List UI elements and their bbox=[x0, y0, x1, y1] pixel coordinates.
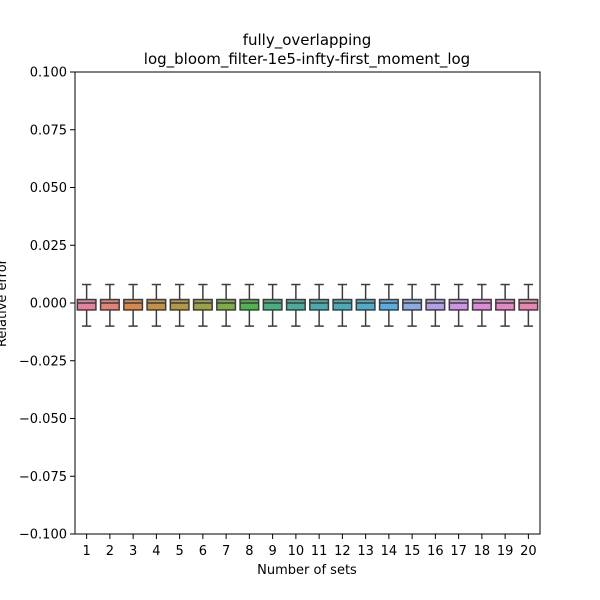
box-iqr bbox=[309, 298, 330, 311]
box-iqr bbox=[285, 298, 306, 311]
y-tick-label: 0.100 bbox=[30, 66, 67, 81]
box-iqr bbox=[262, 298, 283, 311]
x-tick-label: 9 bbox=[268, 544, 276, 559]
box-series bbox=[76, 283, 539, 327]
box-2 bbox=[99, 283, 120, 327]
box-iqr bbox=[425, 298, 446, 311]
y-tick-label: 0.050 bbox=[30, 181, 67, 196]
box-iqr bbox=[448, 298, 469, 311]
box-iqr bbox=[216, 298, 237, 311]
box-iqr bbox=[123, 298, 144, 311]
x-tick-label: 7 bbox=[222, 544, 230, 559]
x-tick-label: 16 bbox=[427, 544, 444, 559]
y-axis-ticks: −0.100 −0.075 −0.050 −0.025 0.000 0.025 0.050 0… bbox=[19, 66, 75, 543]
x-axis-ticks: 1 2 3 4 5 6 7 8 9 10 11 12 13 14 15 16 17 18 19 20 bbox=[82, 534, 537, 559]
box-9 bbox=[262, 283, 283, 327]
box-3 bbox=[123, 283, 144, 327]
box-5 bbox=[169, 283, 190, 327]
box-20 bbox=[518, 283, 539, 327]
x-tick-label: 10 bbox=[288, 544, 305, 559]
x-tick-label: 18 bbox=[474, 544, 491, 559]
box-11 bbox=[309, 283, 330, 327]
box-iqr bbox=[76, 298, 97, 311]
box-iqr bbox=[239, 298, 260, 311]
chart-subtitle: log_bloom_filter-1e5-infty-first_moment_… bbox=[144, 50, 470, 69]
box-8 bbox=[239, 283, 260, 327]
box-10 bbox=[285, 283, 306, 327]
box-13 bbox=[355, 283, 376, 327]
x-tick-label: 12 bbox=[334, 544, 351, 559]
box-iqr bbox=[518, 298, 539, 311]
x-tick-label: 14 bbox=[381, 544, 398, 559]
x-tick-label: 19 bbox=[497, 544, 514, 559]
box-17 bbox=[448, 283, 469, 327]
box-iqr bbox=[146, 298, 167, 311]
box-4 bbox=[146, 283, 167, 327]
y-tick-label: 0.075 bbox=[30, 123, 67, 138]
box-12 bbox=[332, 283, 353, 327]
x-tick-label: 1 bbox=[82, 544, 90, 559]
box-1 bbox=[76, 283, 97, 327]
y-tick-label: −0.100 bbox=[19, 528, 67, 543]
y-tick-label: −0.075 bbox=[19, 470, 67, 485]
box-iqr bbox=[355, 298, 376, 311]
box-18 bbox=[471, 283, 492, 327]
x-tick-label: 17 bbox=[450, 544, 467, 559]
chart-title: fully_overlapping bbox=[243, 31, 372, 50]
plot-area-frame bbox=[74, 71, 541, 535]
x-tick-label: 15 bbox=[404, 544, 421, 559]
x-tick-label: 11 bbox=[311, 544, 328, 559]
y-tick-label: −0.025 bbox=[19, 354, 67, 369]
x-tick-label: 13 bbox=[357, 544, 374, 559]
y-tick-label: −0.050 bbox=[19, 412, 67, 427]
box-iqr bbox=[378, 298, 399, 311]
box-iqr bbox=[192, 298, 213, 311]
box-14 bbox=[378, 283, 399, 327]
x-tick-label: 3 bbox=[129, 544, 137, 559]
x-tick-label: 6 bbox=[199, 544, 207, 559]
box-7 bbox=[216, 283, 237, 327]
box-iqr bbox=[495, 298, 516, 311]
box-iqr bbox=[332, 298, 353, 311]
x-axis-label: Number of sets bbox=[257, 563, 357, 578]
box-iqr bbox=[471, 298, 492, 311]
box-iqr bbox=[169, 298, 190, 311]
x-tick-label: 8 bbox=[245, 544, 253, 559]
x-tick-label: 5 bbox=[175, 544, 183, 559]
y-tick-label: 0.000 bbox=[30, 297, 67, 312]
x-tick-label: 2 bbox=[106, 544, 114, 559]
box-15 bbox=[402, 283, 423, 327]
x-tick-label: 20 bbox=[520, 544, 537, 559]
box-16 bbox=[425, 283, 446, 327]
y-axis-label: Relative error bbox=[0, 258, 10, 347]
box-19 bbox=[495, 283, 516, 327]
y-tick-label: 0.025 bbox=[30, 239, 67, 254]
box-iqr bbox=[99, 298, 120, 311]
box-6 bbox=[192, 283, 213, 327]
x-tick-label: 4 bbox=[152, 544, 160, 559]
box-iqr bbox=[402, 298, 423, 311]
